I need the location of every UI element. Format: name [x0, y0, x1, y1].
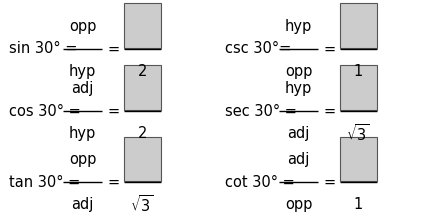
Text: adj: adj [71, 81, 94, 96]
Text: tan 30° =: tan 30° = [9, 174, 80, 190]
Bar [340, 65, 377, 110]
Text: sec 30° =: sec 30° = [225, 103, 296, 119]
Text: hyp: hyp [285, 81, 312, 96]
Bar [124, 137, 161, 181]
Text: hyp: hyp [69, 126, 96, 141]
Text: 1: 1 [354, 197, 363, 212]
Text: opp: opp [69, 19, 96, 34]
Text: hyp: hyp [285, 19, 312, 34]
Text: =: = [324, 174, 336, 190]
Text: opp: opp [285, 197, 312, 212]
Text: 2: 2 [138, 126, 147, 141]
Text: $\sqrt{3}$: $\sqrt{3}$ [346, 123, 370, 144]
Text: $\sqrt{3}$: $\sqrt{3}$ [130, 194, 154, 215]
Text: adj: adj [287, 152, 310, 167]
Text: =: = [324, 41, 336, 56]
Text: sin 30° =: sin 30° = [9, 41, 77, 56]
Text: cot 30° =: cot 30° = [225, 174, 294, 190]
Text: 1: 1 [354, 63, 363, 79]
Text: csc 30°=: csc 30°= [225, 41, 291, 56]
Text: =: = [108, 41, 120, 56]
Text: =: = [108, 103, 120, 119]
Text: adj: adj [287, 126, 310, 141]
Text: 2: 2 [138, 63, 147, 79]
Bar [340, 137, 377, 181]
Text: opp: opp [69, 152, 96, 167]
Text: adj: adj [71, 197, 94, 212]
Text: cos 30° =: cos 30° = [9, 103, 80, 119]
Text: =: = [324, 103, 336, 119]
Text: =: = [108, 174, 120, 190]
Bar [340, 3, 377, 48]
Text: hyp: hyp [69, 63, 96, 79]
Bar [124, 3, 161, 48]
Bar [124, 65, 161, 110]
Text: opp: opp [285, 63, 312, 79]
